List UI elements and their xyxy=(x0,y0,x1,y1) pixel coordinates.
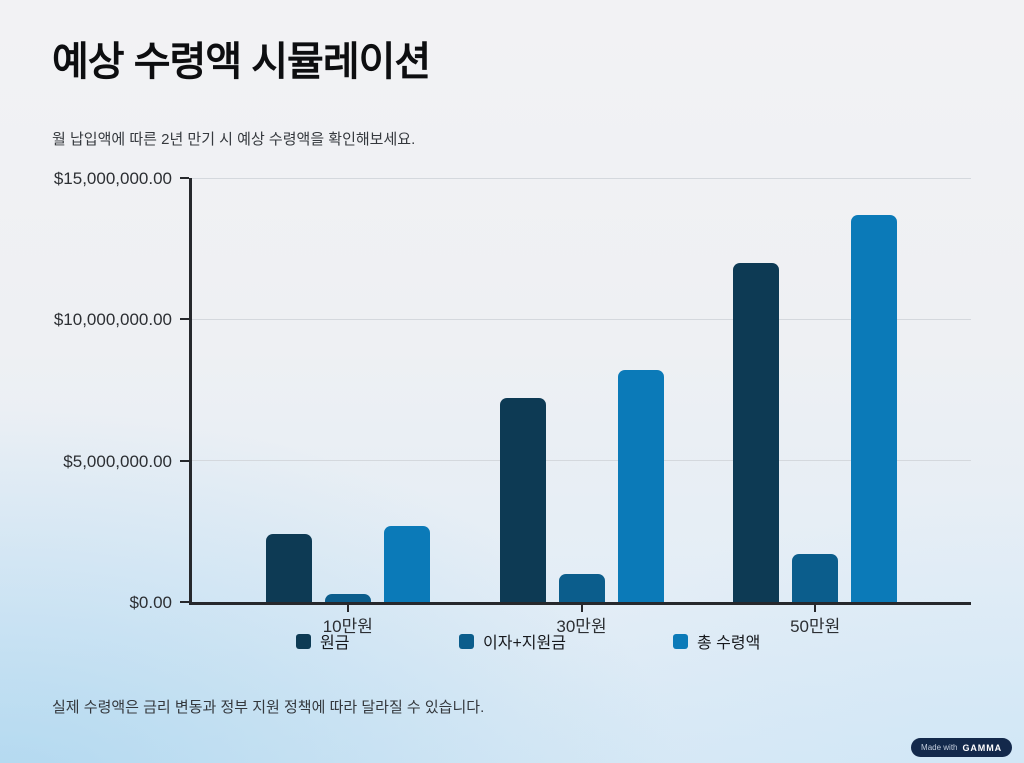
bar-group-2 xyxy=(499,370,664,602)
page-title: 예상 수령액 시뮬레이션 xyxy=(52,40,431,84)
bar-이자+지원금-10만원 xyxy=(324,594,371,602)
legend-item-이자+지원금: 이자+지원금 xyxy=(459,629,566,653)
legend-item-원금: 원금 xyxy=(296,629,349,653)
bar-이자+지원금-50만원 xyxy=(792,554,839,602)
y-axis-tick xyxy=(180,318,189,321)
legend-swatch xyxy=(296,633,311,649)
bar-group-1 xyxy=(265,526,430,602)
bar-총 수령액-30만원 xyxy=(617,370,664,602)
bar-group-3 xyxy=(733,215,898,602)
bar-총 수령액-10만원 xyxy=(383,526,430,602)
y-axis-tick-label: $10,000,000.00 xyxy=(53,310,172,330)
bar-chart-plot-area: $0.00 $5,000,000.00 $10,000,000.00 $15,000,… xyxy=(54,169,971,636)
y-axis-tick-label: $5,000,000.00 xyxy=(63,451,172,471)
bar-이자+지원금-30만원 xyxy=(558,574,605,602)
made-with-gamma-badge[interactable]: Made with GAMMA xyxy=(911,738,1012,757)
x-axis-tick xyxy=(580,605,583,612)
bar-원금-50만원 xyxy=(733,263,780,602)
bar-총 수령액-50만원 xyxy=(851,215,898,602)
badge-prefix-label: Made with xyxy=(921,743,958,752)
legend-item-총 수령액: 총 수령액 xyxy=(673,629,760,653)
legend-label: 원금 xyxy=(320,635,350,652)
x-axis-tick xyxy=(346,605,349,612)
page-subtitle: 월 납입액에 따른 2년 만기 시 예상 수령액을 확인해보세요. xyxy=(52,131,416,148)
y-gridline xyxy=(192,460,971,462)
legend-swatch xyxy=(459,633,474,649)
x-axis-category-label: 30만원 xyxy=(556,617,607,636)
x-axis-tick xyxy=(814,605,817,612)
bar-원금-10만원 xyxy=(265,534,312,602)
legend-label: 총 수령액 xyxy=(697,635,761,652)
y-axis-tick-label: $15,000,000.00 xyxy=(53,169,172,188)
y-gridline xyxy=(192,177,971,179)
y-axis-tick xyxy=(180,459,189,462)
x-axis-category-label: 50만원 xyxy=(790,617,841,636)
gamma-logo: GAMMA xyxy=(962,742,1002,753)
x-axis-category-label: 10만원 xyxy=(322,617,373,636)
chart-legend: 원금 이자+지원금 총 수령액 xyxy=(0,629,1024,652)
y-axis-tick-label: $0.00 xyxy=(129,593,172,612)
page-footnote: 실제 수령액은 금리 변동과 정부 지원 정책에 따라 달라질 수 있습니다. xyxy=(52,699,485,716)
y-axis-tick xyxy=(180,601,189,603)
y-axis-tick xyxy=(180,177,189,179)
legend-label: 이자+지원금 xyxy=(483,635,566,652)
legend-swatch xyxy=(673,633,688,649)
y-gridline xyxy=(192,318,971,320)
bar-원금-30만원 xyxy=(499,398,546,602)
